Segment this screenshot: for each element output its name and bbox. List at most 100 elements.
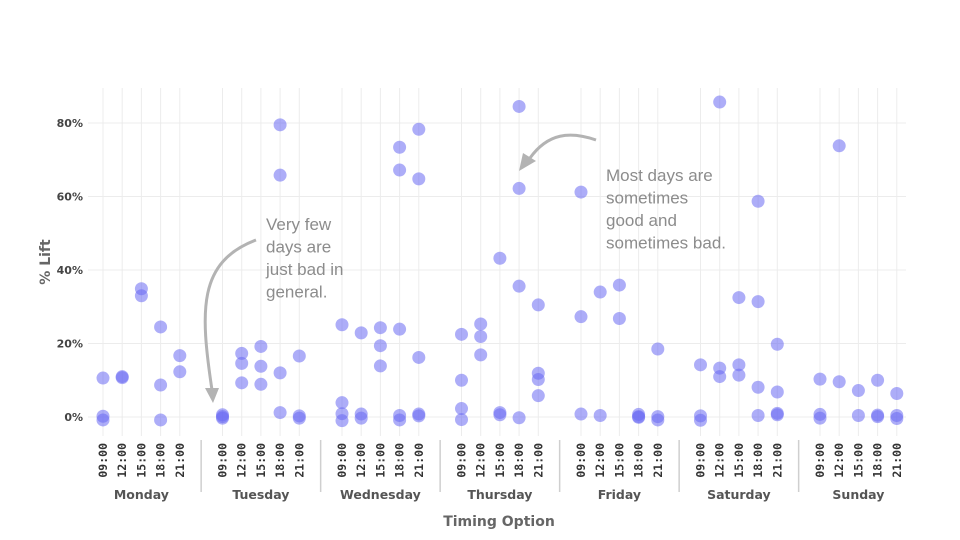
data-point: [373, 359, 387, 373]
data-point: [612, 312, 626, 326]
x-tick-label: 12:00: [713, 443, 727, 478]
data-point: [412, 409, 426, 423]
data-point: [154, 320, 168, 334]
data-point: [115, 371, 129, 385]
data-point: [574, 407, 588, 421]
annotation-text: just bad in: [265, 260, 344, 279]
data-point: [273, 366, 287, 380]
data-point: [173, 365, 187, 379]
x-tick-label: 18:00: [273, 443, 287, 478]
data-point: [813, 411, 827, 425]
day-separators: [200, 440, 800, 492]
data-point: [393, 413, 407, 427]
data-point: [751, 380, 765, 394]
data-point: [292, 349, 306, 363]
x-tick-label: 18:00: [154, 443, 168, 478]
x-tick-label: 12:00: [235, 443, 249, 478]
data-point: [751, 409, 765, 423]
data-point: [292, 411, 306, 425]
y-tick-label: 60%: [57, 191, 83, 204]
x-tick-label: 12:00: [115, 443, 129, 478]
data-point: [694, 358, 707, 372]
data-point: [751, 295, 765, 309]
annotation-arrow: [203, 238, 257, 391]
data-point: [751, 194, 765, 208]
x-tick-label: 12:00: [832, 443, 846, 478]
data-point: [455, 402, 468, 416]
data-point: [412, 350, 426, 364]
data-point: [412, 122, 426, 136]
data-point: [770, 408, 784, 422]
data-point: [154, 378, 168, 392]
day-label: Wednesday: [340, 487, 421, 502]
x-tick-label: 09:00: [455, 443, 469, 478]
x-tick-label: 15:00: [612, 443, 626, 478]
data-point: [713, 370, 727, 384]
data-point: [531, 389, 545, 403]
x-tick-label: 18:00: [512, 443, 526, 478]
data-point: [574, 310, 588, 324]
x-tick-label: 09:00: [216, 443, 230, 478]
annotation-text: days are: [266, 238, 331, 257]
data-point: [96, 371, 110, 385]
x-tick-label: 09:00: [96, 443, 110, 478]
data-point: [512, 181, 526, 195]
data-point: [235, 346, 249, 360]
annotation-text: general.: [266, 283, 327, 302]
x-tick-label: 21:00: [770, 443, 784, 478]
data-point: [512, 411, 526, 425]
x-axis-title: Timing Option: [443, 514, 555, 530]
x-tick-label: 15:00: [373, 443, 387, 478]
data-point: [134, 289, 148, 303]
arrow-head-icon: [205, 388, 219, 403]
data-point: [373, 339, 387, 353]
data-point: [493, 408, 507, 422]
data-point: [273, 406, 287, 420]
x-tick-label: 09:00: [813, 443, 827, 478]
x-tick-label: 09:00: [335, 443, 349, 478]
data-point: [632, 410, 646, 424]
data-point: [235, 356, 249, 370]
data-point: [254, 359, 268, 373]
data-point: [770, 337, 784, 351]
data-point: [455, 413, 468, 427]
data-point: [813, 372, 827, 386]
y-tick-label: 80%: [57, 117, 83, 130]
data-point: [531, 373, 545, 387]
data-point: [474, 330, 488, 344]
data-point: [335, 414, 349, 428]
data-point: [474, 348, 488, 362]
annotation-text: Very few: [266, 215, 332, 234]
day-label: Tuesday: [232, 487, 289, 502]
x-tick-label: 18:00: [871, 443, 885, 478]
y-axis-title: % Lift: [38, 239, 54, 285]
x-tick-label: 09:00: [694, 443, 708, 478]
data-point: [531, 298, 545, 312]
y-tick-label: 0%: [64, 411, 83, 424]
data-point: [732, 291, 746, 305]
y-tick-label: 40%: [57, 264, 83, 277]
data-point: [871, 373, 885, 387]
data-point: [871, 410, 885, 424]
data-point: [732, 358, 746, 372]
y-axis-ticks: 0% 20% 40% 60% 80%: [57, 117, 83, 424]
x-tick-label: 12:00: [354, 443, 368, 478]
data-point: [651, 413, 665, 427]
annotation-arrow: [528, 133, 597, 159]
data-point: [832, 139, 846, 153]
x-tick-label: 21:00: [173, 443, 187, 478]
data-point: [273, 118, 287, 132]
data-point: [173, 349, 187, 363]
data-point: [512, 99, 526, 113]
data-point: [593, 409, 607, 423]
x-tick-label: 18:00: [632, 443, 646, 478]
data-point: [455, 373, 468, 387]
data-point: [694, 413, 707, 427]
data-point: [713, 95, 727, 109]
data-point: [412, 172, 426, 186]
x-tick-label: 12:00: [593, 443, 607, 478]
x-tick-label: 21:00: [531, 443, 545, 478]
day-label: Saturday: [707, 487, 771, 502]
x-tick-label: 21:00: [412, 443, 426, 478]
